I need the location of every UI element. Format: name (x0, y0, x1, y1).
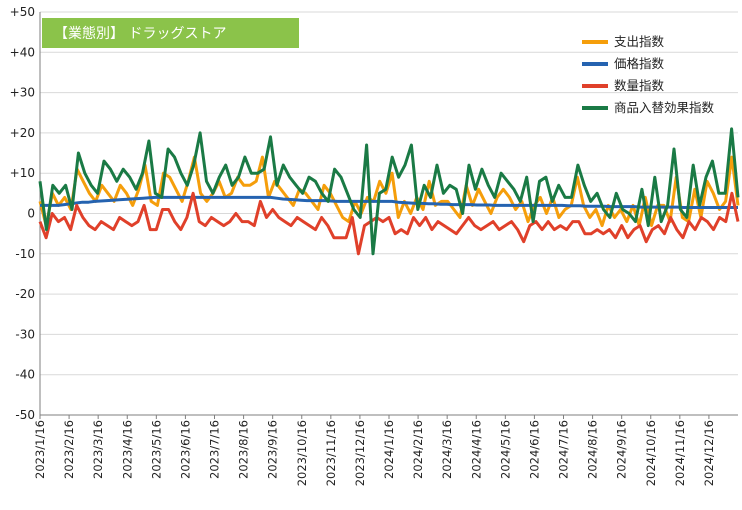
y-tick-label: +40 (10, 45, 35, 59)
x-tick-label: 2023/2/16 (62, 420, 76, 479)
x-tick-label: 2024/4/16 (469, 420, 483, 479)
series-lines (38, 127, 740, 256)
y-tick-label: -50 (15, 408, 35, 422)
x-tick-label: 2024/6/16 (527, 420, 541, 479)
y-tick-label: +20 (10, 126, 35, 140)
x-tick-label: 2024/11/16 (673, 420, 687, 486)
x-tick-label: 2023/11/16 (324, 420, 338, 486)
legend-label: 数量指数 (614, 78, 665, 93)
series-line-0 (38, 155, 740, 228)
x-tick-label: 2024/7/16 (557, 420, 571, 479)
x-tick-label: 2023/10/16 (295, 420, 309, 486)
x-tick-label: 2023/6/16 (178, 420, 192, 479)
x-tick-label: 2023/1/16 (33, 420, 47, 479)
x-tick-label: 2024/3/16 (440, 420, 454, 479)
x-tick-label: 2024/8/16 (586, 420, 600, 479)
x-tick-label: 2023/4/16 (120, 420, 134, 479)
x-tick-label: 2024/9/16 (615, 420, 629, 479)
y-tick-label: -30 (15, 327, 35, 341)
legend-label: 支出指数 (614, 34, 665, 49)
x-tick-label: 2024/2/16 (411, 420, 425, 479)
legend-label: 価格指数 (614, 56, 665, 71)
y-tick-label: +10 (10, 166, 35, 180)
legend-label: 商品入替効果指数 (614, 100, 715, 115)
series-line-2 (38, 191, 740, 256)
x-tick-label: 2024/10/16 (644, 420, 658, 486)
x-axis-ticks: 2023/1/16 2023/2/16 2023/3/16 2023/4/16 2023… (33, 420, 716, 486)
title-background (42, 18, 299, 48)
x-tick-label: 2024/5/16 (498, 420, 512, 479)
axes (39, 12, 738, 419)
y-tick-label: -20 (15, 287, 35, 301)
series-line-3 (38, 127, 740, 256)
x-tick-label: 2023/8/16 (237, 420, 251, 479)
x-tick-label: 2023/5/16 (149, 420, 163, 479)
x-tick-label: 2024/12/16 (702, 420, 716, 486)
x-tick-label: 2024/1/16 (382, 420, 396, 479)
y-tick-label: +30 (10, 86, 35, 100)
chart-title-box: 【業態別】 ドラッグストア (42, 18, 299, 48)
y-tick-label: -10 (15, 247, 35, 261)
x-tick-label: 2023/12/16 (353, 420, 367, 486)
x-tick-label: 2023/7/16 (208, 420, 222, 479)
y-tick-label: -40 (15, 368, 35, 382)
y-axis-ticks: +50 +40 +30 +20 +10 0 -10 -20 -30 -40 -50 (10, 5, 35, 422)
y-tick-label: +50 (10, 5, 35, 19)
y-tick-label: 0 (27, 207, 35, 221)
x-tick-label: 2023/9/16 (266, 420, 280, 479)
chart-title: 【業態別】 ドラッグストア (54, 26, 226, 42)
x-tick-label: 2023/3/16 (91, 420, 105, 479)
